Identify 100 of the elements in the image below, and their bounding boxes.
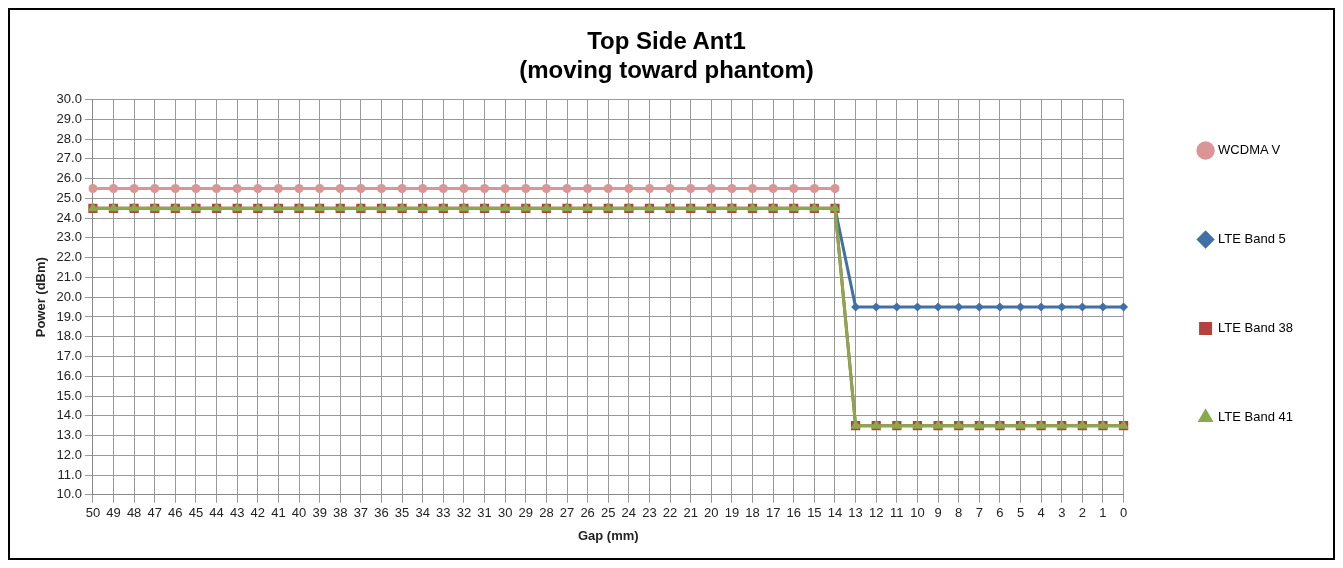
point <box>624 184 634 194</box>
x-tick-label: 49 <box>106 505 121 521</box>
x-tick-label: 14 <box>827 505 843 521</box>
y-tick-label: 13.0 <box>56 427 82 443</box>
y-tick-label: 22.0 <box>56 249 82 265</box>
chart-title: Top Side Ant1 (moving toward phantom) <box>519 27 814 83</box>
y-tick-label: 19.0 <box>56 308 82 324</box>
y-tick-label: 17.0 <box>56 348 82 364</box>
y-tick-label: 18.0 <box>56 328 82 344</box>
x-tick-label: 22 <box>662 505 678 521</box>
x-tick-label: 9 <box>934 505 942 521</box>
x-tick-label: 39 <box>312 505 327 521</box>
x-tick-label: 42 <box>250 505 266 521</box>
x-tick-label: 6 <box>996 505 1004 521</box>
x-tick-label: 12 <box>868 505 884 521</box>
x-tick-label: 23 <box>642 505 657 521</box>
point <box>562 184 572 194</box>
point <box>170 184 180 194</box>
point <box>397 184 407 194</box>
x-tick-label: 40 <box>291 505 307 521</box>
point <box>768 184 778 194</box>
x-tick-label: 26 <box>580 505 595 521</box>
point <box>315 184 325 194</box>
x-tick-label: 50 <box>85 505 101 521</box>
point <box>356 184 366 194</box>
x-tick-label: 47 <box>147 505 162 521</box>
point <box>686 184 696 194</box>
x-tick-label: 36 <box>374 505 389 521</box>
y-tick-label: 23.0 <box>56 229 82 245</box>
x-tick-label: 8 <box>955 505 963 521</box>
point <box>129 184 139 194</box>
point <box>438 184 448 194</box>
point <box>809 184 819 194</box>
point <box>748 184 758 194</box>
point <box>727 184 737 194</box>
y-tick-label: 27.0 <box>56 150 82 166</box>
point <box>706 184 716 194</box>
point <box>273 184 283 194</box>
x-tick-label: 3 <box>1058 505 1066 521</box>
x-tick-label: 31 <box>477 505 492 521</box>
y-tick-label: 26.0 <box>56 170 82 186</box>
point <box>232 184 242 194</box>
x-tick-label: 44 <box>209 505 224 521</box>
x-tick-label: 16 <box>786 505 801 521</box>
x-tick-label: 21 <box>683 505 698 521</box>
y-tick-label: 28.0 <box>56 130 82 146</box>
x-tick-label: 7 <box>975 505 983 521</box>
legend-label: WCDMA V <box>1218 142 1281 158</box>
point <box>294 184 304 194</box>
y-tick-label: 29.0 <box>56 110 82 126</box>
x-tick-label: 2 <box>1078 505 1086 521</box>
x-tick-label: 46 <box>168 505 183 521</box>
point <box>1119 302 1129 312</box>
point <box>480 184 490 194</box>
point <box>541 184 551 194</box>
point <box>109 184 119 194</box>
point <box>1098 302 1108 312</box>
y-tick-label: 21.0 <box>56 269 82 285</box>
y-axis-title: Power (dBm) <box>33 257 49 338</box>
x-tick-label: 35 <box>394 505 410 521</box>
x-tick-label: 27 <box>559 505 575 521</box>
x-tick-label: 0 <box>1119 505 1128 521</box>
x-tick-label: 33 <box>436 505 451 521</box>
x-tick-label: 17 <box>765 505 781 521</box>
y-tick-label: 30.0 <box>56 91 82 107</box>
point <box>459 184 469 194</box>
point <box>418 184 428 194</box>
point <box>500 184 510 194</box>
y-tick-label: 20.0 <box>56 288 82 304</box>
x-tick-label: 24 <box>621 505 637 521</box>
x-tick-label: 20 <box>704 505 719 521</box>
point <box>150 184 160 194</box>
y-tick-label: 12.0 <box>56 446 82 462</box>
x-tick-label: 41 <box>271 505 286 521</box>
point <box>933 302 943 312</box>
legend-label: LTE Band 41 <box>1218 409 1293 425</box>
point <box>1036 302 1046 312</box>
x-tick-label: 45 <box>188 505 204 521</box>
point <box>191 184 201 194</box>
point <box>335 184 345 194</box>
x-tick-label: 25 <box>601 505 616 521</box>
x-tick-label: 32 <box>456 505 472 521</box>
point <box>644 184 654 194</box>
legend-label: LTE Band 5 <box>1218 231 1286 247</box>
x-tick-label: 29 <box>518 505 534 521</box>
x-tick-label: 15 <box>807 505 822 521</box>
x-tick-label: 13 <box>848 505 863 521</box>
point <box>789 184 799 194</box>
legend-label: LTE Band 38 <box>1218 320 1293 336</box>
point <box>253 184 263 194</box>
x-tick-label: 28 <box>539 505 554 521</box>
x-tick-label: 1 <box>1099 505 1107 521</box>
x-tick-label: 19 <box>724 505 740 521</box>
point <box>88 184 98 194</box>
y-tick-label: 15.0 <box>56 387 82 403</box>
x-tick-label: 11 <box>890 505 904 521</box>
x-tick-label: 43 <box>229 505 245 521</box>
y-tick-label: 14.0 <box>56 407 82 423</box>
y-tick-label: 24.0 <box>56 209 82 225</box>
x-tick-label: 30 <box>497 505 513 521</box>
